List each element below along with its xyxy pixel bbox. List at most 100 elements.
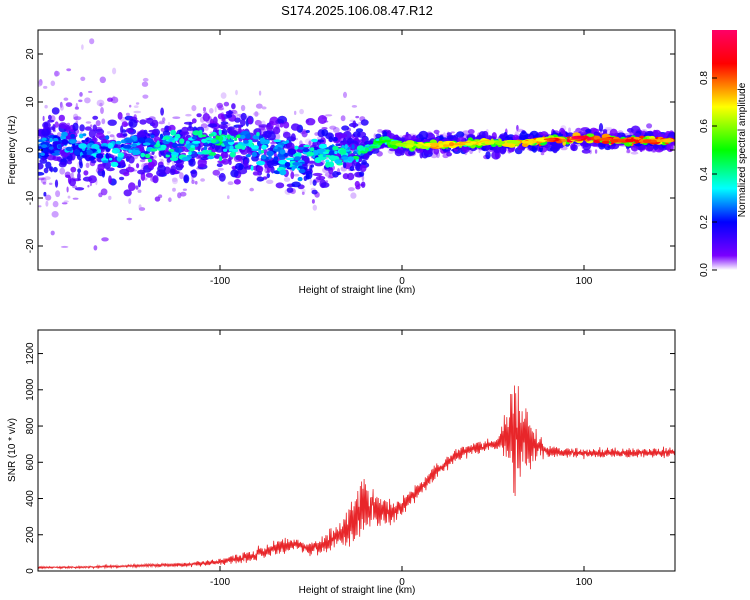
heatmap-cell <box>259 137 266 143</box>
heatmap-cell <box>436 133 440 137</box>
heatmap-cell <box>95 132 105 139</box>
heatmap-cell <box>209 108 214 114</box>
heatmap-cell <box>66 186 69 193</box>
heatmap-cell <box>101 160 109 164</box>
colorbar-scale <box>712 30 737 270</box>
heatmap-cell <box>88 156 96 161</box>
heatmap-cell <box>43 191 47 197</box>
heatmap-cell <box>540 152 545 156</box>
heatmap-cell <box>625 138 635 143</box>
x-tick-label: 0 <box>399 276 405 287</box>
heatmap-cell <box>240 119 246 127</box>
heatmap-cell <box>90 160 97 164</box>
heatmap-cell <box>142 77 149 82</box>
heatmap-cell <box>126 217 133 221</box>
heatmap-cell <box>325 180 328 183</box>
heatmap-cell <box>347 156 355 162</box>
heatmap-cell <box>159 120 164 125</box>
heatmap-cell <box>467 129 475 135</box>
heatmap-cell <box>109 134 115 138</box>
heatmap-cell <box>158 121 166 125</box>
heatmap-cell <box>57 144 62 149</box>
heatmap-cell <box>218 129 222 136</box>
heatmap-cell <box>626 149 631 154</box>
heatmap-cell <box>283 121 290 129</box>
heatmap-cell <box>73 116 82 121</box>
heatmap-cell <box>169 168 176 175</box>
heatmap-cell <box>212 116 218 125</box>
heatmap-cell <box>305 118 316 126</box>
heatmap-cell <box>290 133 296 142</box>
heatmap-cell <box>196 113 202 118</box>
heatmap-cell <box>355 115 360 119</box>
heatmap-cell <box>213 153 221 159</box>
heatmap-cell <box>49 126 56 130</box>
heatmap-cell <box>335 143 341 147</box>
heatmap-cell <box>79 92 83 97</box>
heatmap-cell <box>408 150 416 156</box>
heatmap-cell <box>45 194 52 201</box>
y-tick-label: 0 <box>25 568 36 574</box>
heatmap-cell <box>267 147 275 152</box>
heatmap-cell <box>415 143 423 147</box>
heatmap-cell <box>136 163 140 169</box>
heatmap-cell <box>512 134 519 141</box>
heatmap-cell <box>374 140 387 144</box>
heatmap-cell <box>346 172 355 181</box>
heatmap-cell <box>601 140 610 144</box>
spectrogram-xlabel: Height of straight line (km) <box>299 285 416 296</box>
heatmap-cell <box>443 144 450 148</box>
heatmap-cell <box>74 187 85 191</box>
heatmap-cell <box>78 143 87 149</box>
heatmap-cell <box>192 130 201 136</box>
y-tick-label: -20 <box>25 238 36 253</box>
heatmap-cell <box>201 134 207 138</box>
heatmap-cell <box>88 129 96 139</box>
heatmap-cell <box>119 176 125 181</box>
heatmap-cell <box>294 110 297 115</box>
heatmap-cell <box>131 143 137 148</box>
heatmap-cell <box>38 162 44 170</box>
heatmap-cell <box>302 148 310 153</box>
heatmap-cell <box>82 133 87 137</box>
heatmap-cell <box>225 139 235 143</box>
heatmap-cell <box>165 154 170 158</box>
heatmap-cell <box>357 150 362 156</box>
heatmap-cell <box>66 160 73 165</box>
heatmap-cell <box>38 171 45 176</box>
heatmap-cell <box>44 104 48 109</box>
heatmap-cell <box>97 148 102 154</box>
heatmap-cell <box>312 204 317 211</box>
heatmap-cell <box>465 142 473 146</box>
heatmap-cell <box>266 179 274 184</box>
heatmap-cell <box>58 161 67 168</box>
heatmap-cell <box>84 97 91 104</box>
heatmap-cell <box>99 76 107 84</box>
heatmap-cell <box>308 140 312 146</box>
heatmap-cell <box>446 152 452 157</box>
heatmap-cell <box>221 151 225 159</box>
heatmap-cell <box>223 101 230 107</box>
heatmap-cell <box>172 140 176 143</box>
heatmap-cell <box>501 143 516 148</box>
heatmap-cell <box>41 144 48 149</box>
heatmap-cell <box>48 114 52 121</box>
heatmap-cell <box>72 197 79 200</box>
heatmap-cell <box>122 133 128 137</box>
heatmap-cell <box>125 112 130 117</box>
heatmap-cell <box>168 197 172 202</box>
snr-ylabel: SNR (10 * v/v) <box>7 418 18 482</box>
heatmap-cell <box>92 115 99 120</box>
heatmap-cell <box>75 102 78 109</box>
heatmap-cell <box>43 167 49 174</box>
heatmap-cell <box>212 169 221 176</box>
heatmap-cell <box>61 131 68 137</box>
heatmap-cell <box>81 44 84 50</box>
heatmap-cell <box>42 181 47 185</box>
heatmap-cell <box>314 157 322 164</box>
heatmap-cell <box>238 157 242 162</box>
heatmap-cell <box>321 127 328 130</box>
heatmap-cell <box>234 162 244 171</box>
